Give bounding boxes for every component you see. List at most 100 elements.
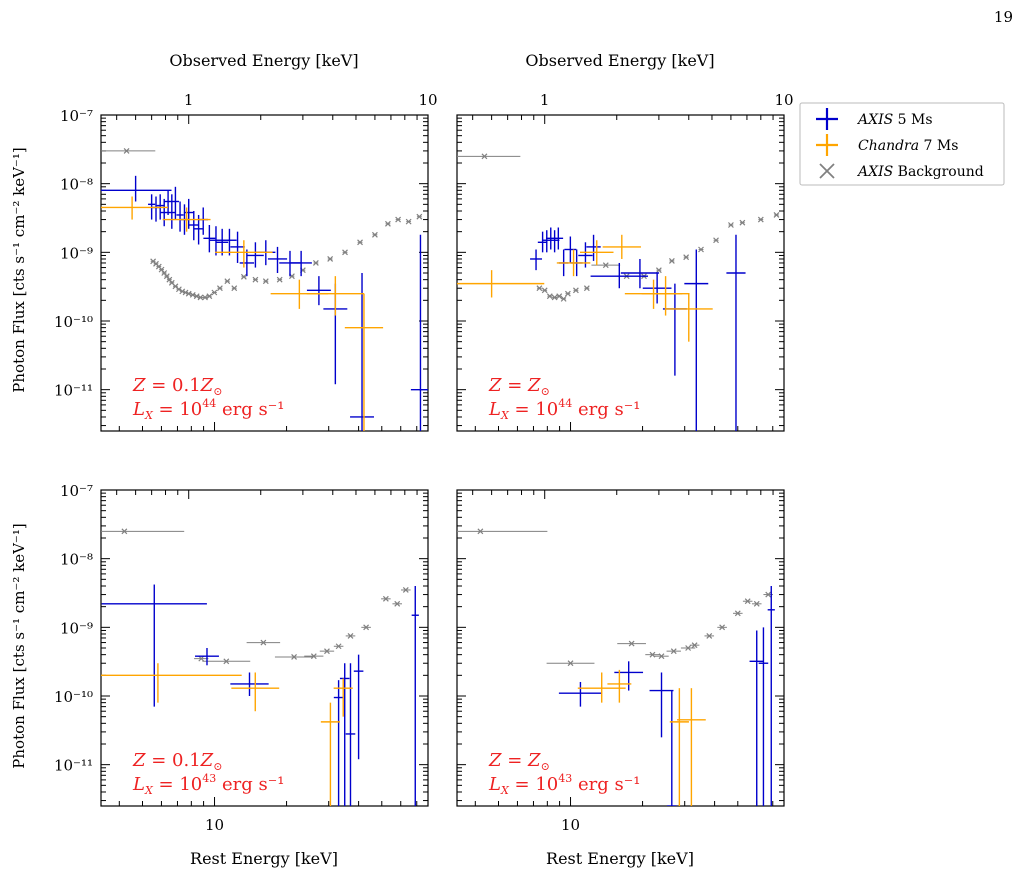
bkg-point <box>691 642 698 649</box>
legend-bkg-label: AXIS Background <box>856 164 984 180</box>
bkg-point <box>327 256 334 262</box>
legend-chandra-label: Chandra 7 Ms <box>858 138 958 154</box>
bkg-point <box>291 654 298 660</box>
bkg-point <box>551 294 558 301</box>
x-tick-label-bottom: 10 <box>561 816 580 834</box>
bkg-point <box>739 219 746 226</box>
y-tick-label: 10⁻¹¹ <box>54 382 93 400</box>
panel-top-left: 10⁻⁷ 10⁻⁸ 10⁻⁹ 10⁻¹⁰ 10⁻¹¹ 1 10 Z = 0.1Z⊙LX = 1… <box>54 91 438 432</box>
bkg-point <box>123 147 130 154</box>
bkg-point <box>310 653 317 660</box>
bkg-point <box>649 651 656 658</box>
bkg-point <box>416 213 423 220</box>
bkg-point <box>395 216 402 223</box>
legend: AXIS 5 Ms Chandra 7 Ms AXIS Background <box>799 102 1005 186</box>
panel-bottom-left: 10⁻⁷ 10⁻⁸ 10⁻⁹ 10⁻¹⁰ 10⁻¹¹ 10 Z = 0.1Z⊙LX = 10… <box>54 482 429 834</box>
bkg-point <box>481 153 488 160</box>
bkg-point <box>727 222 734 228</box>
bkg-point <box>670 648 677 655</box>
bkg-point <box>560 295 567 302</box>
bkg-point <box>402 587 409 593</box>
bkg-point <box>773 212 780 218</box>
bkg-point <box>324 648 330 655</box>
bkg-point <box>655 267 662 274</box>
y-tick-label: 10⁻¹⁰ <box>54 688 93 706</box>
legend-bkg-marker <box>819 163 835 179</box>
x-tick-label-bottom: 10 <box>205 816 224 834</box>
y-tick-label: 10⁻⁸ <box>60 176 93 194</box>
bottom-axis-title-left: Rest Energy [keV] <box>190 849 338 868</box>
bkg-point <box>744 598 751 605</box>
bkg-point <box>713 237 719 244</box>
bkg-point <box>276 276 283 283</box>
bkg-point <box>260 639 267 646</box>
bkg-point <box>363 624 370 631</box>
plot-data <box>457 528 775 806</box>
bkg-point <box>231 285 238 292</box>
bkg-point <box>185 290 192 297</box>
bkg-point <box>197 294 204 301</box>
bkg-point <box>121 528 128 535</box>
bkg-point <box>202 294 208 301</box>
metallicity-annotation: Z = 0.1Z⊙ <box>132 375 222 398</box>
bkg-point <box>572 287 579 294</box>
metallicity-annotation: Z = 0.1Z⊙ <box>132 750 222 773</box>
luminosity-annotation: LX = 1043 erg s⁻¹ <box>488 772 640 797</box>
bkg-point <box>734 610 741 617</box>
bkg-point <box>753 600 760 607</box>
bkg-point <box>384 220 391 227</box>
panel-bottom-right: 10 Z = Z⊙LX = 1043 erg s⁻¹ <box>456 489 785 834</box>
bkg-point <box>224 278 231 285</box>
metallicity-annotation: Z = Z⊙ <box>488 375 550 398</box>
bkg-point <box>198 655 205 662</box>
bkg-point <box>765 591 772 598</box>
bkg-point <box>628 640 635 647</box>
bkg-point <box>347 632 354 639</box>
bkg-point <box>179 288 186 295</box>
bkg-point <box>536 285 543 292</box>
bkg-point <box>163 273 170 280</box>
luminosity-annotation: LX = 1044 erg s⁻¹ <box>488 397 640 422</box>
y-tick-label: 10⁻⁸ <box>60 551 93 569</box>
legend-axis-label: AXIS 5 Ms <box>856 112 933 128</box>
bkg-point <box>719 624 726 631</box>
y-tick-label: 10⁻⁷ <box>60 107 93 125</box>
panel-top-right: 1 10 Z = Z⊙LX = 1044 erg s⁻¹ <box>456 91 794 432</box>
bottom-axis-title-right: Rest Energy [keV] <box>546 849 694 868</box>
y-axis-title-bottom: Photon Flux [cts s⁻¹ cm⁻² keV⁻¹] <box>10 523 28 768</box>
bkg-point <box>583 285 590 292</box>
bkg-point <box>240 273 247 280</box>
bkg-point <box>312 260 319 266</box>
y-tick-label: 10⁻⁷ <box>60 482 93 500</box>
bkg-point <box>564 290 571 297</box>
plot-data <box>101 147 428 431</box>
bkg-point <box>223 658 230 665</box>
plot-data <box>101 528 419 806</box>
bkg-point <box>405 218 412 225</box>
bkg-point <box>252 276 259 283</box>
bkg-point <box>371 231 378 238</box>
top-axis-title-left: Observed Energy [keV] <box>169 51 358 70</box>
bkg-point <box>357 239 363 246</box>
top-axis-title-right: Observed Energy [keV] <box>525 51 714 70</box>
bkg-point <box>556 293 563 300</box>
bkg-point <box>211 289 218 296</box>
x-tick-label-top: 1 <box>540 91 550 109</box>
bkg-point <box>658 653 665 660</box>
bkg-point <box>262 278 269 285</box>
bkg-point <box>477 528 484 535</box>
x-tick-label-top: 10 <box>418 91 437 109</box>
bkg-point <box>567 660 574 667</box>
y-tick-label: 10⁻¹¹ <box>54 757 93 775</box>
bkg-point <box>216 285 223 292</box>
plot-data <box>457 153 780 431</box>
bkg-point <box>541 287 548 294</box>
bkg-point <box>602 262 609 269</box>
y-axis-title-top: Photon Flux [cts s⁻¹ cm⁻² keV⁻¹] <box>10 147 28 392</box>
metallicity-annotation: Z = Z⊙ <box>488 750 550 773</box>
bkg-point <box>683 254 690 261</box>
bkg-point <box>757 216 764 223</box>
bkg-point <box>685 645 692 651</box>
bkg-point <box>382 595 389 602</box>
